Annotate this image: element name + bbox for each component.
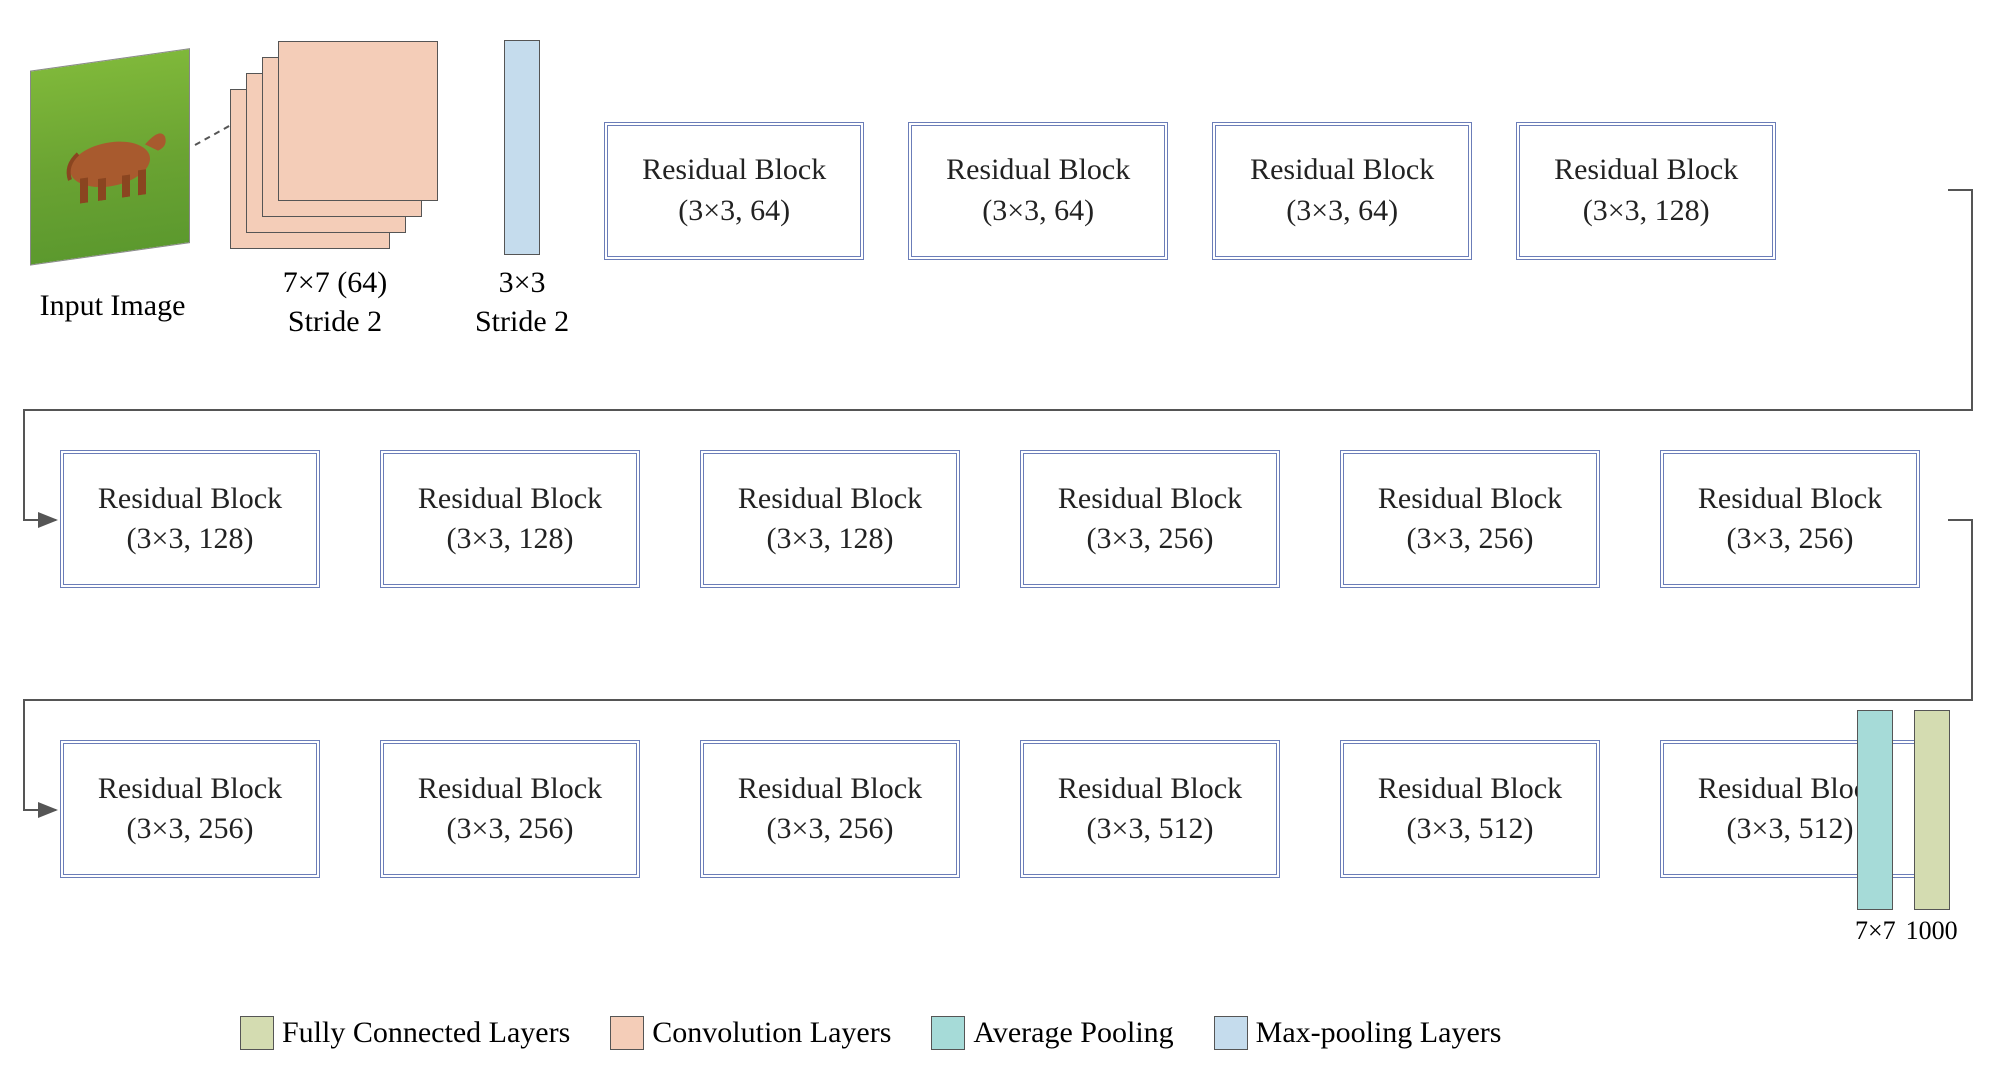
residual-block-spec: (3×3, 64) bbox=[982, 191, 1094, 232]
legend-swatch bbox=[931, 1016, 965, 1050]
residual-block-title: Residual Block bbox=[418, 769, 602, 810]
residual-block-title: Residual Block bbox=[1250, 150, 1434, 191]
residual-block-title: Residual Block bbox=[738, 479, 922, 520]
output-bars: 7×7 1000 bbox=[1855, 710, 1958, 946]
maxpool-bar bbox=[504, 40, 540, 255]
residual-block-title: Residual Block bbox=[418, 479, 602, 520]
residual-block-title: Residual Block bbox=[1058, 769, 1242, 810]
legend: Fully Connected Layers Convolution Layers… bbox=[240, 1016, 1501, 1050]
input-image-label: Input Image bbox=[40, 289, 186, 323]
input-image-block: Input Image bbox=[30, 59, 195, 323]
residual-block-spec: (3×3, 256) bbox=[127, 809, 254, 850]
legend-text: Convolution Layers bbox=[652, 1016, 891, 1050]
maxpool-label-line2: Stride 2 bbox=[475, 302, 569, 341]
residual-block-spec: (3×3, 256) bbox=[1407, 519, 1534, 560]
legend-item: Fully Connected Layers bbox=[240, 1016, 570, 1050]
fc-block: 1000 bbox=[1906, 710, 1958, 946]
residual-block: Residual Block(3×3, 256) bbox=[1660, 450, 1920, 588]
row2-res-blocks: Residual Block(3×3, 128)Residual Block(3… bbox=[60, 450, 1920, 588]
residual-block-title: Residual Block bbox=[946, 150, 1130, 191]
legend-item: Convolution Layers bbox=[610, 1016, 891, 1050]
row-1: Input Image 7×7 (64) Stride 2 3×3 Stride… bbox=[30, 40, 1776, 341]
residual-block-spec: (3×3, 128) bbox=[1583, 191, 1710, 232]
fc-label: 1000 bbox=[1906, 916, 1958, 946]
residual-block-spec: (3×3, 64) bbox=[1286, 191, 1398, 232]
residual-block: Residual Block(3×3, 128) bbox=[380, 450, 640, 588]
residual-block-spec: (3×3, 512) bbox=[1087, 809, 1214, 850]
residual-block-title: Residual Block bbox=[1554, 150, 1738, 191]
residual-block-spec: (3×3, 64) bbox=[678, 191, 790, 232]
conv-stack-label: 7×7 (64) Stride 2 bbox=[283, 263, 387, 341]
residual-block-title: Residual Block bbox=[1378, 769, 1562, 810]
legend-swatch bbox=[610, 1016, 644, 1050]
residual-block: Residual Block(3×3, 256) bbox=[60, 740, 320, 878]
maxpool-label-line1: 3×3 bbox=[475, 263, 569, 302]
avgpool-block: 7×7 bbox=[1855, 710, 1896, 946]
residual-block-spec: (3×3, 128) bbox=[127, 519, 254, 560]
legend-text: Fully Connected Layers bbox=[282, 1016, 570, 1050]
legend-swatch bbox=[240, 1016, 274, 1050]
residual-block-title: Residual Block bbox=[1058, 479, 1242, 520]
residual-block: Residual Block(3×3, 256) bbox=[380, 740, 640, 878]
residual-block: Residual Block(3×3, 256) bbox=[1340, 450, 1600, 588]
conv-label-line1: 7×7 (64) bbox=[283, 263, 387, 302]
residual-block-spec: (3×3, 256) bbox=[447, 809, 574, 850]
residual-block-title: Residual Block bbox=[738, 769, 922, 810]
residual-block: Residual Block(3×3, 256) bbox=[700, 740, 960, 878]
residual-block-title: Residual Block bbox=[98, 479, 282, 520]
residual-block: Residual Block(3×3, 512) bbox=[1020, 740, 1280, 878]
conv-stack bbox=[230, 41, 440, 251]
conv-layer bbox=[278, 41, 438, 201]
legend-text: Average Pooling bbox=[973, 1016, 1173, 1050]
avgpool-bar bbox=[1857, 710, 1893, 910]
residual-block: Residual Block(3×3, 128) bbox=[1516, 122, 1776, 260]
input-image bbox=[30, 47, 195, 270]
residual-block: Residual Block(3×3, 64) bbox=[908, 122, 1168, 260]
residual-block-title: Residual Block bbox=[642, 150, 826, 191]
residual-block: Residual Block(3×3, 512) bbox=[1340, 740, 1600, 878]
residual-block-title: Residual Block bbox=[1698, 479, 1882, 520]
residual-block: Residual Block(3×3, 256) bbox=[1020, 450, 1280, 588]
maxpool-label: 3×3 Stride 2 bbox=[475, 263, 569, 341]
resnet-architecture-diagram: Input Image 7×7 (64) Stride 2 3×3 Stride… bbox=[0, 0, 2008, 1075]
residual-block-spec: (3×3, 256) bbox=[1727, 519, 1854, 560]
legend-swatch bbox=[1214, 1016, 1248, 1050]
residual-block: Residual Block(3×3, 128) bbox=[60, 450, 320, 588]
residual-block-title: Residual Block bbox=[1378, 479, 1562, 520]
residual-block-title: Residual Block bbox=[98, 769, 282, 810]
residual-block: Residual Block(3×3, 64) bbox=[1212, 122, 1472, 260]
conv-stack-block: 7×7 (64) Stride 2 bbox=[230, 41, 440, 341]
row1-res-blocks: Residual Block(3×3, 64)Residual Block(3×… bbox=[604, 122, 1776, 260]
residual-block-spec: (3×3, 128) bbox=[767, 519, 894, 560]
residual-block: Residual Block(3×3, 64) bbox=[604, 122, 864, 260]
legend-text: Max-pooling Layers bbox=[1256, 1016, 1502, 1050]
residual-block-spec: (3×3, 512) bbox=[1727, 809, 1854, 850]
residual-block-spec: (3×3, 512) bbox=[1407, 809, 1534, 850]
residual-block: Residual Block(3×3, 128) bbox=[700, 450, 960, 588]
horse-icon bbox=[50, 100, 170, 207]
residual-block-spec: (3×3, 128) bbox=[447, 519, 574, 560]
residual-block-spec: (3×3, 256) bbox=[767, 809, 894, 850]
legend-item: Average Pooling bbox=[931, 1016, 1173, 1050]
avgpool-label: 7×7 bbox=[1855, 916, 1896, 946]
residual-block-spec: (3×3, 256) bbox=[1087, 519, 1214, 560]
legend-item: Max-pooling Layers bbox=[1214, 1016, 1502, 1050]
row3-res-blocks: Residual Block(3×3, 256)Residual Block(3… bbox=[60, 740, 1920, 878]
fc-bar bbox=[1914, 710, 1950, 910]
conv-label-line2: Stride 2 bbox=[283, 302, 387, 341]
maxpool-block: 3×3 Stride 2 bbox=[475, 40, 569, 341]
